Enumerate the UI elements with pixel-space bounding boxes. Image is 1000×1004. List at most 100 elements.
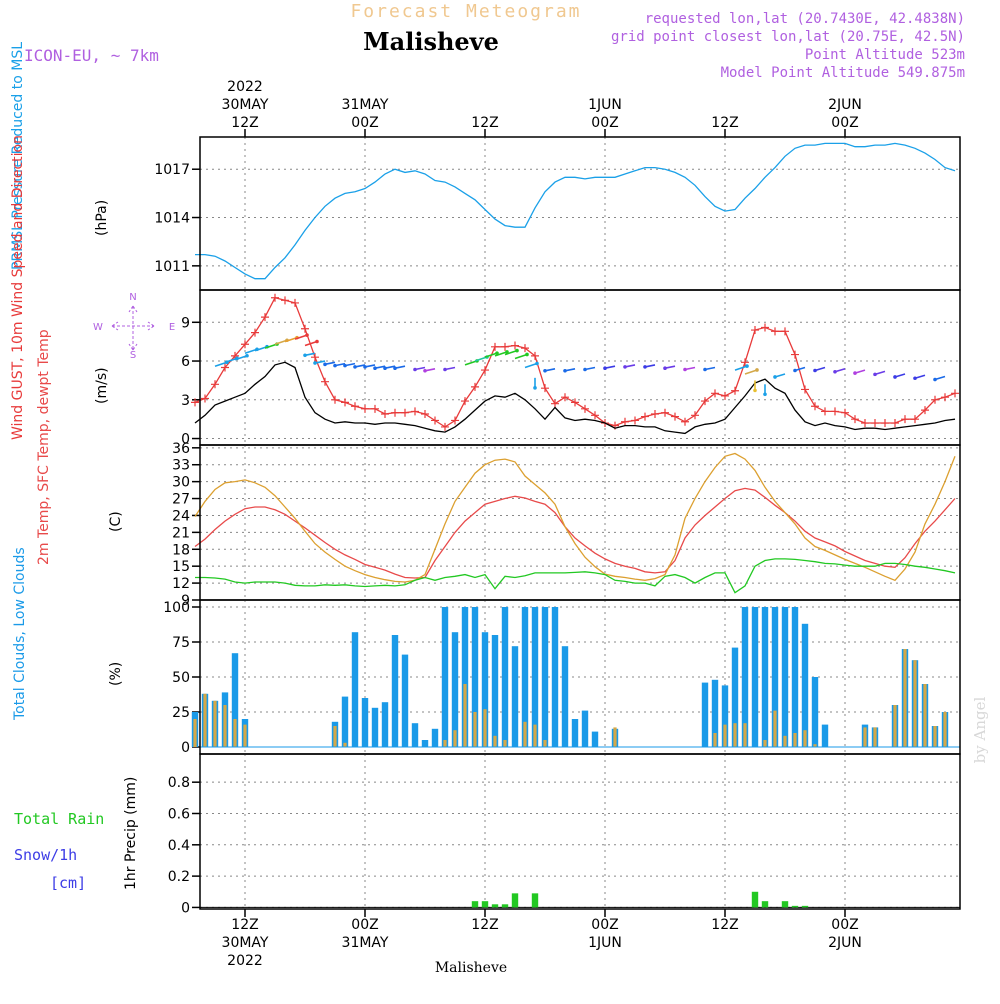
panel-3: 0 25 50 75 100 — [163, 599, 961, 756]
gust-marker — [731, 386, 739, 395]
low-cloud-bar — [503, 740, 507, 747]
low-cloud-bar — [933, 726, 937, 747]
total-cloud-bar — [811, 677, 819, 747]
wind-arrow — [474, 356, 488, 362]
gust-marker — [801, 385, 809, 394]
wind-arrow — [294, 334, 308, 340]
wind-arrow — [514, 353, 528, 360]
low-cloud-bar — [333, 726, 337, 747]
gust-marker — [501, 342, 509, 351]
point-altitude: Point Altitude 523m — [805, 47, 965, 63]
gust-marker — [761, 323, 769, 332]
gust-marker — [321, 377, 329, 386]
model-label: ICON-EU, ~ 7km — [24, 46, 159, 65]
pressure-ylabel: (hPa) — [94, 200, 110, 236]
low-cloud-bar — [723, 724, 727, 747]
t2m-line — [194, 487, 956, 579]
low-cloud-bar — [213, 700, 217, 747]
x-tick-label: 00Z — [591, 115, 618, 131]
y-tick-label: 0 — [181, 740, 190, 756]
gust-marker — [631, 416, 639, 425]
gust-marker — [811, 402, 819, 411]
legend-total-rain: Total Rain — [14, 810, 104, 828]
wind-arrow-head — [353, 365, 357, 369]
low-cloud-bar — [863, 727, 867, 747]
y-tick-label: 24 — [172, 508, 190, 524]
legend-snow-unit: [cm] — [50, 874, 86, 892]
wind-arrow — [234, 354, 248, 361]
total-cloud-bar — [341, 696, 349, 747]
wind-ylabel: (m/s) — [94, 367, 110, 404]
gust-marker — [391, 408, 399, 417]
low-cloud-bar — [713, 733, 717, 747]
total-cloud-bar — [371, 707, 379, 747]
x-tick-label: 2JUN — [828, 935, 862, 951]
total-cloud-bar — [821, 724, 829, 747]
gust-marker — [641, 412, 649, 421]
total-cloud-bar — [711, 679, 719, 747]
wind-arrow-head — [305, 333, 309, 337]
wind-arrow-head — [583, 367, 587, 372]
clouds-title: Total Clouds, Low Clouds — [12, 547, 28, 721]
wind-arrow-head — [933, 377, 937, 382]
temp-ylabel: (C) — [108, 511, 124, 532]
total-cloud-bar — [751, 607, 759, 747]
gust-marker — [881, 419, 889, 428]
x-tick-label: 00Z — [831, 917, 858, 933]
gust-marker — [271, 293, 279, 302]
y-tick-label: 15 — [172, 559, 190, 575]
y-tick-label: 27 — [172, 492, 190, 508]
wind-arrow-head — [563, 368, 567, 373]
gust-marker — [571, 398, 579, 407]
location-title: Malisheve — [363, 27, 499, 56]
gust-marker — [441, 422, 449, 431]
rain-bar — [801, 905, 809, 908]
total-cloud-bar — [361, 698, 369, 747]
x-tick-label: 00Z — [351, 115, 378, 131]
rain-bar — [751, 891, 759, 908]
x-tick-label: 30MAY — [222, 97, 269, 113]
x-tick-label: 12Z — [711, 115, 738, 131]
gust-marker — [411, 407, 419, 416]
low-cloud-bar — [943, 712, 947, 747]
total-cloud-bar — [791, 607, 799, 747]
dewpt-line — [195, 558, 956, 594]
forecast-title: Forecast Meteogram — [350, 1, 581, 22]
wind-arrow-head — [703, 367, 707, 372]
wind-arrow — [494, 351, 508, 357]
low-cloud-bar — [903, 649, 907, 747]
requested-coords: requested lon,lat (20.7430E, 42.4838N) — [645, 11, 965, 27]
wind-arrow-head — [515, 348, 519, 353]
wind-arrow-head — [833, 369, 837, 374]
y-tick-label: 0 — [181, 432, 190, 448]
panel-4: 0 0.2 0.4 0.6 0.8 — [168, 753, 961, 916]
time-axis: 2022 30MAY 12Z 31MAY 00Z 12Z 1JUN 00Z 12Z 2JUN 00Z… — [222, 79, 862, 969]
low-cloud-bar — [463, 684, 467, 747]
total-cloud-bar — [531, 607, 539, 747]
gust-marker — [771, 327, 779, 336]
low-cloud-bar — [743, 723, 747, 747]
gust-marker — [821, 407, 829, 416]
panel-frame — [199, 753, 961, 910]
x-tick-label: 00Z — [591, 917, 618, 933]
wind-line — [194, 361, 956, 435]
wind-arrow-head — [773, 375, 777, 379]
low-cloud-bar — [473, 712, 477, 747]
total-cloud-bar — [411, 723, 419, 747]
wind-arrow-head — [543, 368, 547, 373]
y-tick-label: 9 — [181, 593, 190, 609]
total-cloud-bar — [731, 647, 739, 747]
wind-arrow — [524, 362, 538, 369]
total-cloud-bar — [501, 607, 509, 747]
x-tick-label: 12Z — [231, 115, 258, 131]
total-cloud-bar — [771, 607, 779, 747]
y-tick-label: 25 — [172, 705, 190, 721]
gust-marker — [331, 395, 339, 404]
clouds-ylabel: (%) — [108, 662, 124, 686]
gust-marker — [871, 419, 879, 428]
wind-arrow-head — [683, 367, 687, 372]
compass-north: N — [129, 292, 136, 303]
total-cloud-bar — [541, 607, 549, 747]
y-tick-label: 0.6 — [168, 806, 190, 822]
